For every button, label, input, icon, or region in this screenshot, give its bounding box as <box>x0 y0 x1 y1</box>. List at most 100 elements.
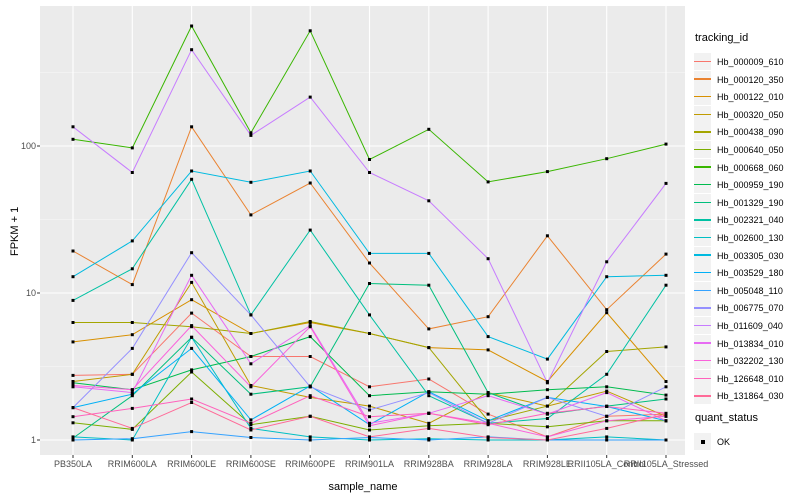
legend-key <box>694 53 711 70</box>
legend-item-label: Hb_000959_190 <box>717 180 784 191</box>
x-axis-title: sample_name <box>328 481 398 493</box>
data-point <box>308 181 312 185</box>
quant-status-item: OK <box>692 433 800 450</box>
legend-item-Hb_011609_040: Hb_011609_040 <box>692 317 800 334</box>
data-point <box>664 142 668 146</box>
data-point <box>71 415 75 419</box>
data-point <box>249 418 253 422</box>
data-point <box>664 419 668 423</box>
data-point <box>664 412 668 416</box>
data-point <box>71 381 75 385</box>
legend-key-line <box>694 148 711 151</box>
legend-key <box>694 105 711 123</box>
data-point <box>368 421 371 425</box>
data-point <box>545 357 549 361</box>
data-point <box>190 430 194 434</box>
legend-item-label: Hb_126648_010 <box>717 373 784 384</box>
data-point <box>545 425 549 429</box>
data-point <box>71 340 75 344</box>
data-point <box>486 257 490 261</box>
data-point <box>427 421 431 425</box>
legend-item-Hb_000959_190: Hb_000959_190 <box>692 176 800 194</box>
data-point <box>368 385 371 389</box>
legend-item-Hb_131864_030: Hb_131864_030 <box>692 387 800 405</box>
legend-title-quant-status: quant_status <box>695 412 758 424</box>
data-point <box>486 315 490 319</box>
x-tick-label: PB350LA <box>53 459 93 469</box>
x-tick-label: RRII105LA_Stressed <box>623 459 709 469</box>
legend-key <box>694 352 711 370</box>
quant-status-label: OK <box>717 437 731 447</box>
data-point <box>545 381 549 385</box>
data-point <box>486 412 490 416</box>
legend-key-line <box>694 95 711 98</box>
data-point <box>190 251 194 255</box>
legend-key <box>694 141 711 158</box>
data-point <box>249 436 253 439</box>
data-point <box>249 180 253 184</box>
data-point <box>368 435 371 439</box>
legend-item-label: Hb_002321_040 <box>717 215 784 226</box>
data-point <box>368 332 371 335</box>
legend-item-Hb_006775_070: Hb_006775_070 <box>692 299 800 317</box>
data-point <box>605 426 609 430</box>
data-point <box>545 388 549 392</box>
legend-key <box>694 387 711 405</box>
data-point <box>427 424 431 428</box>
data-point <box>130 171 134 174</box>
legend-key-line <box>694 78 711 80</box>
data-point <box>368 415 371 419</box>
data-point <box>427 411 431 415</box>
data-point <box>308 95 312 99</box>
legend-title-tracking-id: tracking_id <box>695 32 749 44</box>
data-point <box>427 283 431 287</box>
data-point <box>605 438 609 442</box>
legend-item-Hb_000009_610: Hb_000009_610 <box>692 53 800 70</box>
data-point <box>71 249 75 253</box>
data-point <box>368 261 371 265</box>
data-point <box>71 435 75 439</box>
data-point <box>308 29 312 33</box>
legend-key <box>694 369 711 387</box>
y-axis-title: FPKM + 1 <box>9 206 21 256</box>
legend-key-line <box>694 131 711 133</box>
data-point <box>190 177 194 181</box>
legend-item-label: Hb_000668_060 <box>717 162 784 173</box>
data-point <box>368 251 371 255</box>
legend-item-label: Hb_000120_350 <box>717 74 784 85</box>
legend-key-line <box>694 254 711 256</box>
data-point <box>545 404 549 408</box>
legend-key-line <box>694 395 711 397</box>
data-point <box>249 133 253 137</box>
data-point <box>249 332 253 335</box>
data-point <box>486 436 490 439</box>
data-point <box>71 406 75 410</box>
legend-item-Hb_003529_180: Hb_003529_180 <box>692 264 800 282</box>
legend-item-Hb_000120_350: Hb_000120_350 <box>692 70 800 88</box>
x-tick-label: RRII105LA_Control <box>567 459 646 469</box>
legend-item-label: Hb_003305_030 <box>717 250 784 261</box>
data-point <box>664 385 668 389</box>
legend-item-Hb_001329_190: Hb_001329_190 <box>692 193 800 211</box>
y-tick-label: 1 <box>30 435 36 445</box>
data-point <box>249 313 253 317</box>
data-point <box>605 414 609 418</box>
data-point <box>605 311 609 315</box>
data-point <box>368 428 371 432</box>
data-point <box>190 298 194 302</box>
data-point <box>368 171 371 174</box>
data-point <box>605 435 609 439</box>
legend-key-line <box>694 183 711 186</box>
data-point <box>190 273 194 277</box>
legend-item-label: Hb_000009_610 <box>717 57 784 67</box>
legend-item-Hb_032202_130: Hb_032202_130 <box>692 352 800 370</box>
data-point <box>605 350 609 353</box>
data-point <box>249 131 253 135</box>
data-point <box>71 298 75 302</box>
data-point <box>368 394 371 398</box>
data-point <box>71 275 75 279</box>
data-point <box>130 391 134 395</box>
x-tick-label: RRIM928LE <box>522 459 572 469</box>
legend-key-line <box>694 289 711 291</box>
legend-key-line <box>694 307 711 309</box>
